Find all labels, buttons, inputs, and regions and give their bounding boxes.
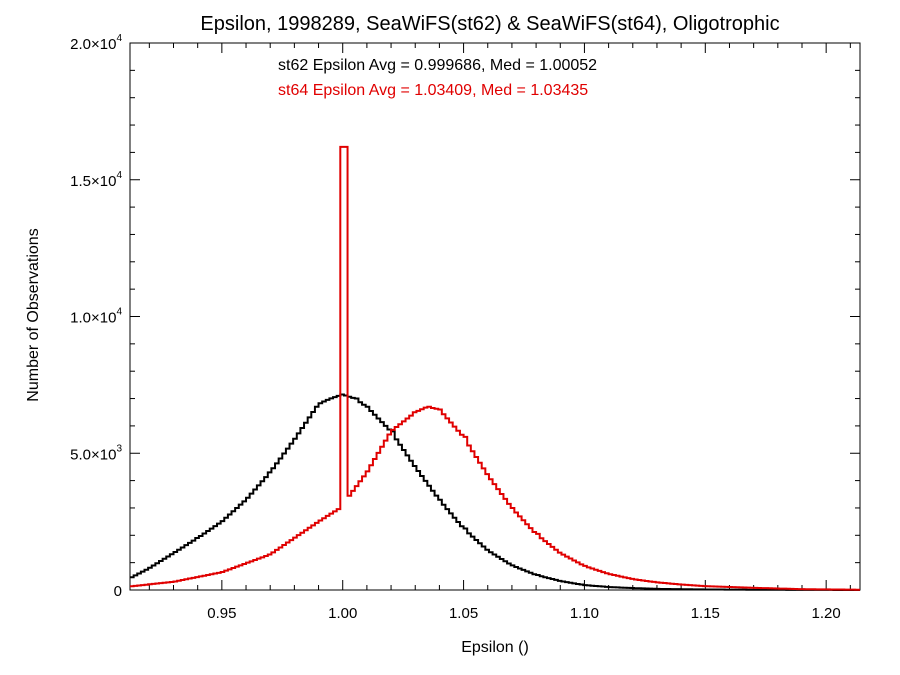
series-line-st64 [130,145,860,591]
plot-area: 0.95 1.00 1.05 1.10 1.15 1.20 0 5.0×103 1.0×104 1… [70,33,861,622]
annotation-st64: st64 Epsilon Avg = 1.03409, Med = 1.0343… [278,82,588,99]
x-tick-label: 0.95 [207,605,236,622]
x-tick-label: 1.15 [691,605,720,622]
y-axis-label: Number of Observations [25,228,42,401]
y-tick-label: 0 [114,583,122,600]
y-tick-label: 1.0×104 [70,307,122,327]
y-tick-label: 5.0×103 [70,443,122,463]
chart-title: Epsilon, 1998289, SeaWiFS(st62) & SeaWiF… [200,13,779,35]
x-tick-label: 1.05 [449,605,478,622]
y-tick-label: 1.5×104 [70,170,122,190]
x-axis-label: Epsilon () [461,639,529,656]
series-line-st62 [130,393,860,591]
x-tick-label: 1.20 [812,605,841,622]
y-tick-label: 2.0×104 [70,33,122,53]
x-tick-label: 1.00 [328,605,357,622]
annotation-st62: st62 Epsilon Avg = 0.999686, Med = 1.000… [278,57,597,74]
x-tick-label: 1.10 [570,605,599,622]
